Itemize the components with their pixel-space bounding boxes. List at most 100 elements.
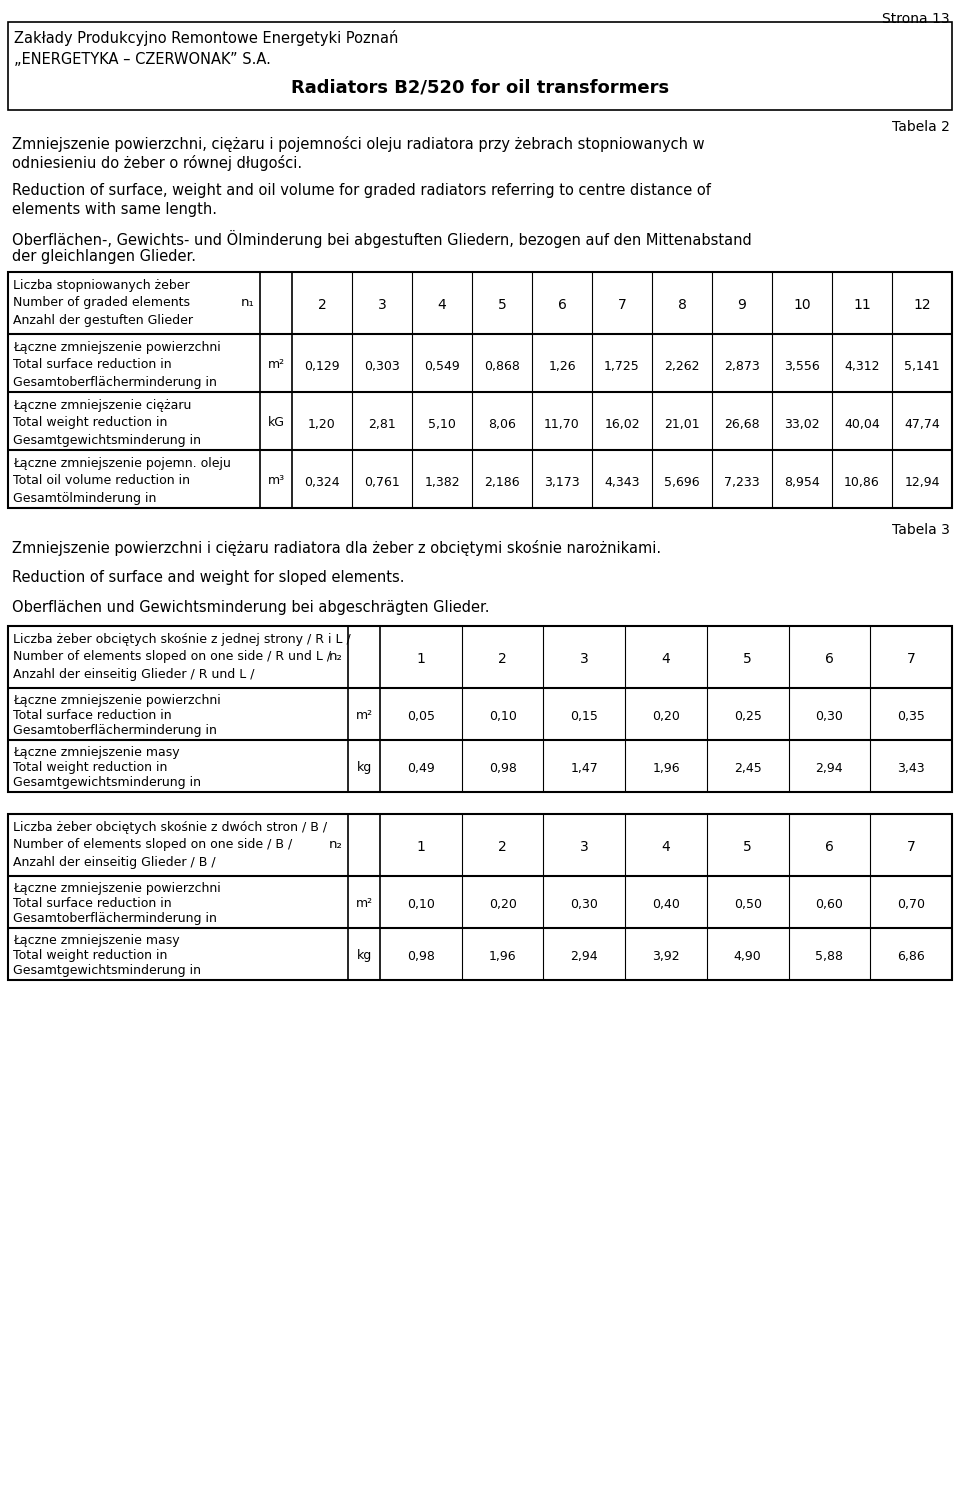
Text: Reduction of surface, weight and oil volume for graded radiators referring to ce: Reduction of surface, weight and oil vol… [12,182,710,197]
Text: 33,02: 33,02 [784,419,820,431]
Text: 26,68: 26,68 [724,419,759,431]
Text: Strona 13: Strona 13 [882,12,950,25]
Text: Oberflächen und Gewichtsminderung bei abgeschrägten Glieder.: Oberflächen und Gewichtsminderung bei ab… [12,599,490,614]
Text: 5,141: 5,141 [904,360,940,372]
Text: 0,129: 0,129 [304,360,340,372]
Text: Reduction of surface and weight for sloped elements.: Reduction of surface and weight for slop… [12,570,404,585]
Text: kg: kg [356,761,372,774]
Text: 0,303: 0,303 [364,360,400,372]
Text: 8: 8 [678,298,686,312]
Text: 5: 5 [743,840,752,854]
Text: 7: 7 [617,298,626,312]
Bar [8,272,952,508]
Text: Tabela 3: Tabela 3 [892,523,950,537]
Text: 3,556: 3,556 [784,360,820,372]
Text: 3: 3 [377,298,386,312]
Text: 0,40: 0,40 [652,898,680,910]
Text: Zakłady Produkcyjno Remontowe Energetyki Poznań: Zakłady Produkcyjno Remontowe Energetyki… [14,30,398,46]
Text: n₂: n₂ [329,650,343,662]
Text: n₂: n₂ [329,839,343,851]
Text: Total weight reduction in: Total weight reduction in [13,416,167,429]
Text: 1,382: 1,382 [424,475,460,489]
Text: Łączne zmniejszenie powierzchni: Łączne zmniejszenie powierzchni [13,694,221,707]
Text: Liczba żeber obciętych skośnie z dwóch stron / B /: Liczba żeber obciętych skośnie z dwóch s… [13,821,327,834]
Text: 6: 6 [825,652,834,665]
Text: 2,873: 2,873 [724,360,760,372]
Text: 9: 9 [737,298,747,312]
Text: 3: 3 [580,652,588,665]
Text: m³: m³ [268,474,284,487]
Text: Łączne zmniejszenie masy: Łączne zmniejszenie masy [13,934,180,946]
Text: 0,60: 0,60 [815,898,844,910]
Text: 0,25: 0,25 [733,710,761,724]
Text: 5,10: 5,10 [428,419,456,431]
Text: 0,10: 0,10 [489,710,516,724]
Text: Anzahl der einseitig Glieder / R und L /: Anzahl der einseitig Glieder / R und L / [13,668,254,682]
Text: 3: 3 [580,840,588,854]
Text: 4: 4 [661,652,670,665]
Text: 3,43: 3,43 [898,762,924,774]
Text: 4: 4 [438,298,446,312]
Text: 2,186: 2,186 [484,475,519,489]
Bar [8,626,952,792]
Text: Number of elements sloped on one side / R und L /: Number of elements sloped on one side / … [13,650,331,662]
Bar [8,22,952,111]
Text: 11: 11 [853,298,871,312]
Text: kg: kg [356,949,372,961]
Text: 4,343: 4,343 [604,475,639,489]
Text: 0,324: 0,324 [304,475,340,489]
Text: 16,02: 16,02 [604,419,639,431]
Text: m²: m² [355,709,372,722]
Text: 10,86: 10,86 [844,475,880,489]
Text: 5,696: 5,696 [664,475,700,489]
Text: 10: 10 [793,298,811,312]
Text: 0,549: 0,549 [424,360,460,372]
Text: Number of elements sloped on one side / B /: Number of elements sloped on one side / … [13,839,292,851]
Text: 0,70: 0,70 [898,898,925,910]
Text: 0,50: 0,50 [733,898,761,910]
Text: 0,15: 0,15 [570,710,598,724]
Text: 0,761: 0,761 [364,475,400,489]
Text: 5: 5 [743,652,752,665]
Text: 2,45: 2,45 [733,762,761,774]
Text: Radiators B2/520 for oil transformers: Radiators B2/520 for oil transformers [291,78,669,96]
Text: 0,20: 0,20 [489,898,516,910]
Text: 3,92: 3,92 [652,949,680,963]
Text: 0,05: 0,05 [407,710,435,724]
Text: Gesamtoberflächerminderung in: Gesamtoberflächerminderung in [13,724,217,737]
Text: der gleichlangen Glieder.: der gleichlangen Glieder. [12,250,196,265]
Text: Łączne zmniejszenie powierzchni: Łączne zmniejszenie powierzchni [13,341,221,354]
Text: 4,90: 4,90 [733,949,761,963]
Text: Gesamtgewichtsminderung in: Gesamtgewichtsminderung in [13,964,201,978]
Text: 6,86: 6,86 [898,949,925,963]
Text: 8,954: 8,954 [784,475,820,489]
Text: odniesieniu do żeber o równej długości.: odniesieniu do żeber o równej długości. [12,155,302,170]
Text: 7: 7 [907,652,916,665]
Text: Gesamtgewichtsminderung in: Gesamtgewichtsminderung in [13,434,201,447]
Text: 1: 1 [417,840,425,854]
Text: 0,868: 0,868 [484,360,520,372]
Text: 1,26: 1,26 [548,360,576,372]
Text: 3,173: 3,173 [544,475,580,489]
Text: Oberflächen-, Gewichts- und Ölminderung bei abgestuften Gliedern, bezogen auf de: Oberflächen-, Gewichts- und Ölminderung … [12,230,752,248]
Text: 1,96: 1,96 [489,949,516,963]
Text: 1: 1 [417,652,425,665]
Text: Total surface reduction in: Total surface reduction in [13,357,172,371]
Text: 2: 2 [318,298,326,312]
Text: Łączne zmniejszenie pojemn. oleju: Łączne zmniejszenie pojemn. oleju [13,457,230,469]
Text: Gesamtoberflächerminderung in: Gesamtoberflächerminderung in [13,912,217,925]
Text: Gesamtgewichtsminderung in: Gesamtgewichtsminderung in [13,776,201,789]
Text: 1,96: 1,96 [652,762,680,774]
Text: 4: 4 [661,840,670,854]
Text: 0,30: 0,30 [570,898,598,910]
Text: 5: 5 [497,298,506,312]
Bar [8,813,952,981]
Text: 2,94: 2,94 [816,762,843,774]
Text: 2: 2 [498,652,507,665]
Text: 0,30: 0,30 [815,710,844,724]
Text: Total surface reduction in: Total surface reduction in [13,709,172,722]
Text: Anzahl der gestuften Glieder: Anzahl der gestuften Glieder [13,314,193,327]
Text: 40,04: 40,04 [844,419,880,431]
Text: Zmniejszenie powierzchni i ciężaru radiatora dla żeber z obciętymi skośnie naroż: Zmniejszenie powierzchni i ciężaru radia… [12,540,661,556]
Text: 2,262: 2,262 [664,360,700,372]
